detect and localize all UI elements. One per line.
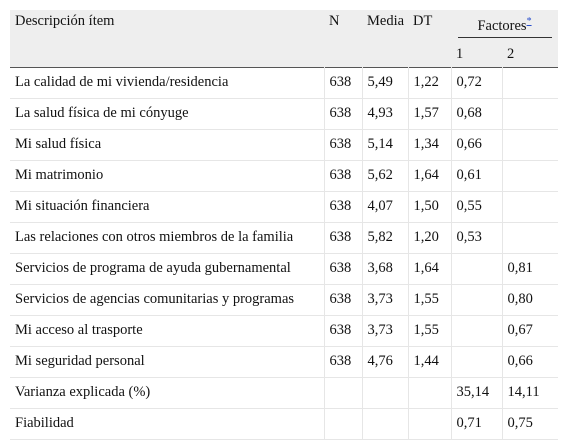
cell-factor-1: 0,72: [451, 66, 503, 99]
cell-item: Servicios de agencias comunitarias y pro…: [10, 284, 325, 316]
cell-n: 638: [324, 129, 363, 161]
table-row: Servicios de programa de ayuda gubername…: [10, 253, 558, 285]
cell-dt: 1,64: [408, 160, 452, 192]
header-factores-label: Factores: [477, 17, 527, 34]
results-table: Descripción ítem N Media DT Factores* 1 …: [10, 10, 558, 440]
cell-dt: 1,55: [408, 284, 452, 316]
cell-media: 5,62: [362, 160, 409, 192]
table-header: Descripción ítem N Media DT Factores* 1 …: [10, 10, 558, 68]
cell-dt: 1,55: [408, 315, 452, 347]
table-row: Servicios de agencias comunitarias y pro…: [10, 284, 558, 316]
cell-item: Mi salud física: [10, 129, 325, 161]
cell-n: 638: [324, 253, 363, 285]
cell-factor-1: 0,66: [451, 129, 503, 161]
cell-item: Servicios de programa de ayuda gubername…: [10, 253, 325, 285]
cell-n: 638: [324, 98, 363, 130]
table-row: Mi salud física 638 5,14 1,34 0,66: [10, 129, 558, 161]
cell-n: 638: [324, 160, 363, 192]
cell-media: 4,93: [362, 98, 409, 130]
table-row: La salud física de mi cónyuge 638 4,93 1,57…: [10, 98, 558, 130]
cell-item: Varianza explicada (%): [10, 377, 325, 409]
cell-factor-2: 0,80: [502, 284, 558, 316]
cell-dt: 1,20: [408, 222, 452, 254]
table-row: Las relaciones con otros miembros de la …: [10, 222, 558, 254]
cell-media: 5,49: [362, 66, 409, 99]
cell-n: 638: [324, 66, 363, 99]
cell-factor-2: [502, 222, 558, 254]
header-dt: DT: [408, 10, 451, 68]
cell-item: Mi situación financiera: [10, 191, 325, 223]
cell-media: 3,73: [362, 284, 409, 316]
factores-footnote-link[interactable]: *: [526, 16, 532, 27]
cell-dt: 1,44: [408, 346, 452, 378]
header-factores: Factores*: [451, 10, 558, 38]
cell-factor-1: [451, 284, 503, 316]
cell-factor-2: [502, 160, 558, 192]
table-row: La calidad de mi vivienda/residencia 638 5…: [10, 66, 558, 99]
cell-item: La salud física de mi cónyuge: [10, 98, 325, 130]
table-row: Mi acceso al trasporte 638 3,73 1,55 0,67: [10, 315, 558, 347]
header-n: N: [324, 10, 362, 68]
cell-factor-2: [502, 191, 558, 223]
cell-item: Mi seguridad personal: [10, 346, 325, 378]
table-body: La calidad de mi vivienda/residencia 638 5…: [10, 66, 558, 440]
cell-factor-1: 0,68: [451, 98, 503, 130]
header-factor-1: 1: [451, 37, 502, 68]
table-row: Mi seguridad personal 638 4,76 1,44 0,66: [10, 346, 558, 378]
cell-item: Las relaciones con otros miembros de la …: [10, 222, 325, 254]
cell-n: 638: [324, 284, 363, 316]
cell-dt: 1,34: [408, 129, 452, 161]
cell-media: 5,82: [362, 222, 409, 254]
cell-item: Mi matrimonio: [10, 160, 325, 192]
cell-factor-2: 0,67: [502, 315, 558, 347]
table-row: Mi matrimonio 638 5,62 1,64 0,61: [10, 160, 558, 192]
cell-media: 3,73: [362, 315, 409, 347]
cell-dt: 1,50: [408, 191, 452, 223]
cell-dt: 1,22: [408, 66, 452, 99]
cell-n: 638: [324, 315, 363, 347]
cell-factor-1: [451, 253, 503, 285]
cell-n: 638: [324, 222, 363, 254]
cell-item: Mi acceso al trasporte: [10, 315, 325, 347]
cell-factor-2: [502, 66, 558, 99]
cell-n: 638: [324, 346, 363, 378]
cell-factor-1: 0,61: [451, 160, 503, 192]
cell-dt: 1,64: [408, 253, 452, 285]
header-media: Media: [362, 10, 408, 68]
header-descripcion: Descripción ítem: [10, 10, 324, 68]
cell-factor-1: 0,55: [451, 191, 503, 223]
cell-factor-1: [451, 315, 503, 347]
cell-factor-1: 35,14: [451, 377, 503, 409]
cell-dt: 1,57: [408, 98, 452, 130]
header-factor-2: 2: [502, 37, 558, 68]
table-row: Varianza explicada (%) 35,14 14,11: [10, 377, 558, 409]
cell-factor-2: [502, 98, 558, 130]
cell-media: 5,14: [362, 129, 409, 161]
cell-n: 638: [324, 191, 363, 223]
cell-media: [362, 377, 409, 409]
cell-n: [324, 377, 363, 409]
cell-media: 3,68: [362, 253, 409, 285]
cell-factor-2: 0,66: [502, 346, 558, 378]
cell-factor-1: [451, 346, 503, 378]
cell-item: La calidad de mi vivienda/residencia: [10, 66, 325, 99]
factores-group: Factores*: [457, 13, 552, 38]
cell-factor-2: 14,11: [502, 377, 558, 409]
cell-media: 4,76: [362, 346, 409, 378]
cell-factor-1: 0,53: [451, 222, 503, 254]
cell-media: 4,07: [362, 191, 409, 223]
cell-factor-2: [502, 129, 558, 161]
table-row: Mi situación financiera 638 4,07 1,50 0,55: [10, 191, 558, 223]
cell-factor-2: 0,81: [502, 253, 558, 285]
cell-dt: [408, 377, 452, 409]
